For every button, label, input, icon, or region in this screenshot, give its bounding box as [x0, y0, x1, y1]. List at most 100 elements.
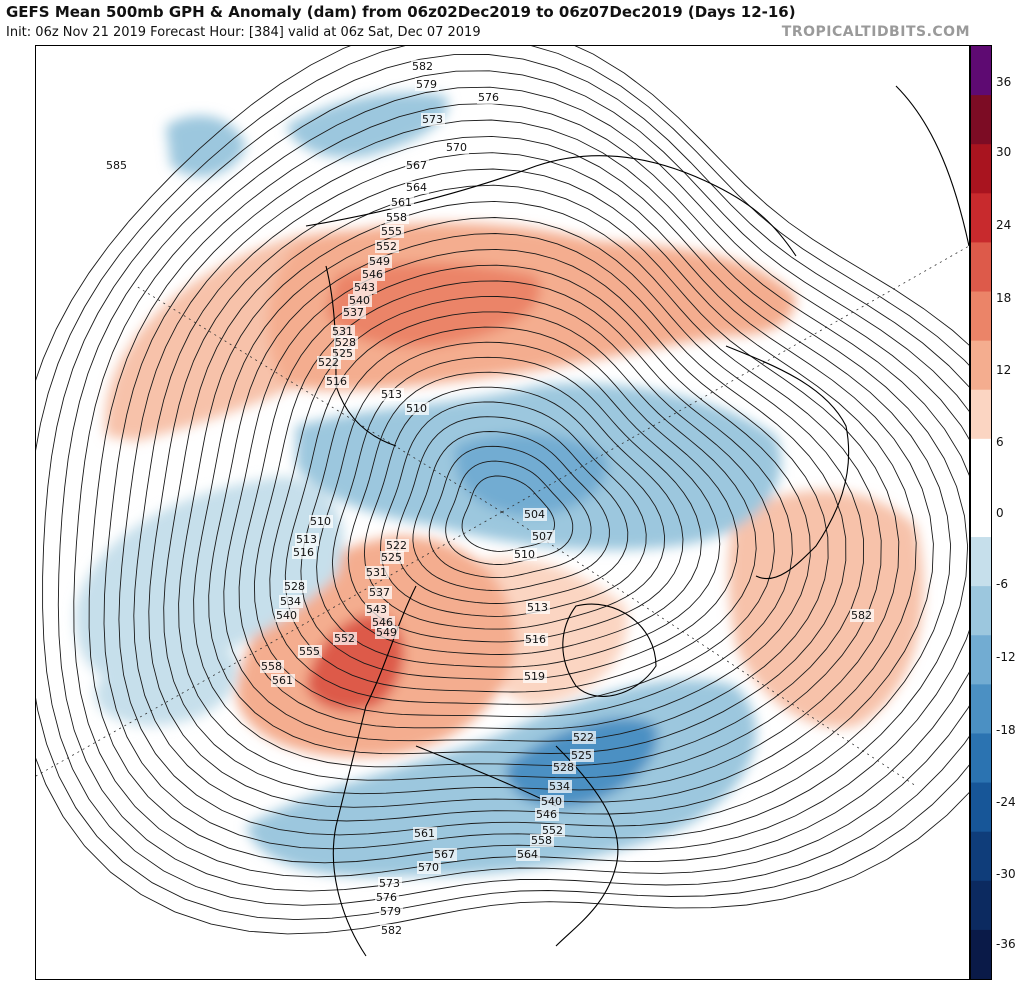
contour-label: 528: [334, 336, 358, 349]
contour-label-text: 510: [514, 548, 535, 561]
contour-label: 537: [342, 306, 366, 319]
contour-label: 519: [523, 670, 547, 683]
contour-label-bg: [371, 616, 395, 629]
contour-label-bg: [445, 141, 469, 154]
contour-label-bg: [523, 508, 547, 521]
contour-label-text: 531: [332, 325, 353, 338]
contour-label-bg: [380, 225, 404, 238]
contour-label-bg: [385, 539, 409, 552]
contour-label-bg: [405, 402, 429, 415]
contour-label-text: 549: [376, 626, 397, 639]
colorbar-swatch: [971, 929, 991, 979]
contour-label: 543: [353, 281, 377, 294]
colorbar-swatch: [971, 635, 991, 685]
contour-label-bg: [105, 159, 129, 172]
contour-label-text: 576: [478, 91, 499, 104]
colorbar-swatch: [971, 340, 991, 391]
contour-label: 552: [375, 240, 399, 253]
contour-label-text: 570: [446, 141, 467, 154]
contour-label-text: 558: [386, 211, 407, 224]
contour-label: 513: [526, 601, 550, 614]
colorbar-tick-label: -36: [996, 937, 1016, 951]
coast-north-america-east: [555, 745, 619, 947]
contour-label-text: 561: [391, 196, 412, 209]
contour-label-text: 513: [381, 388, 402, 401]
contour-label-text: 540: [541, 795, 562, 808]
colorbar-tick-label: -30: [996, 867, 1016, 881]
contour-label-text: 567: [406, 159, 427, 172]
colorbar-swatch: [971, 291, 991, 342]
contour-label-bg: [411, 60, 435, 73]
colorbar-tick-label: 6: [996, 435, 1004, 449]
contour-label-bg: [433, 848, 457, 861]
colorbar-tick-label: -6: [996, 577, 1008, 591]
contour-label-bg: [375, 626, 399, 639]
contour-label-text: 522: [573, 731, 594, 744]
height-contour: [412, 431, 610, 592]
contour-label-text: 564: [517, 848, 538, 861]
contour-label-bg: [531, 530, 555, 543]
contour-label-text: 546: [536, 808, 557, 821]
height-contour: [347, 371, 684, 643]
colorbar-tick-label: 30: [996, 145, 1012, 159]
contour-label-bg: [368, 586, 392, 599]
colorbar-tick-label: -18: [996, 723, 1016, 737]
colorbar-swatch: [971, 242, 991, 293]
colorbar-swatch: [971, 144, 991, 194]
contour-label-text: 582: [851, 609, 872, 622]
map-panel: 582 579 576 573 570 567 564 561 558 555 552 549 546 5…: [35, 45, 970, 980]
contour-label-text: 579: [380, 905, 401, 918]
contour-label: 543: [365, 603, 389, 616]
contour-label: 585: [105, 159, 129, 172]
contour-label: 540: [348, 294, 372, 307]
contour-label-bg: [548, 780, 572, 793]
contour-label-bg: [342, 306, 366, 319]
contour-label: 558: [385, 211, 409, 224]
contour-label-text: 561: [414, 827, 435, 840]
contour-label: 510: [513, 548, 537, 561]
contour-label-bg: [368, 255, 392, 268]
contour-label: 546: [535, 808, 559, 821]
contour-label: 549: [368, 255, 392, 268]
contour-label-text: 513: [296, 533, 317, 546]
contour-label-text: 528: [553, 761, 574, 774]
contour-label-text: 558: [531, 834, 552, 847]
contour-label-text: 546: [362, 268, 383, 281]
contour-label: 516: [524, 633, 548, 646]
contour-label-text: 528: [284, 580, 305, 593]
contour-label: 582: [380, 924, 404, 937]
contour-label-bg: [260, 660, 284, 673]
contour-label-text: 561: [272, 674, 293, 687]
colorbar-swatch: [971, 880, 991, 931]
contour-label: 522: [572, 731, 596, 744]
contour-label: 579: [415, 78, 439, 91]
contour-label-bg: [365, 603, 389, 616]
contour-label-bg: [331, 325, 355, 338]
coast-africa: [895, 85, 969, 247]
contour-label-text: 510: [406, 402, 427, 415]
contour-label-text: 513: [527, 601, 548, 614]
contour-label: 528: [552, 761, 576, 774]
contour-label-bg: [421, 113, 445, 126]
contour-label: 546: [371, 616, 395, 629]
contour-label-bg: [333, 632, 357, 645]
height-contour: [253, 280, 793, 718]
anomaly-negative-eastern-na-core: [506, 718, 658, 807]
contour-label: 540: [275, 609, 299, 622]
contour-label-text: 579: [416, 78, 437, 91]
height-contour: [461, 475, 555, 552]
contour-label: 564: [516, 848, 540, 861]
contour-label-bg: [535, 808, 559, 821]
contour-label: 582: [411, 60, 435, 73]
contour-label-text: 531: [366, 566, 387, 579]
contour-label-bg: [524, 633, 548, 646]
contour-label-text: 558: [261, 660, 282, 673]
contour-label: 537: [368, 586, 392, 599]
colorbar-swatch: [971, 46, 991, 96]
map-canvas: 5825795765735705675645615585555525495465…: [36, 46, 969, 957]
contour-label: 582: [850, 609, 874, 622]
height-contour: [148, 168, 917, 808]
contour-label: 567: [433, 848, 457, 861]
colorbar-tick-label: 12: [996, 363, 1012, 377]
contour-label-bg: [275, 609, 299, 622]
